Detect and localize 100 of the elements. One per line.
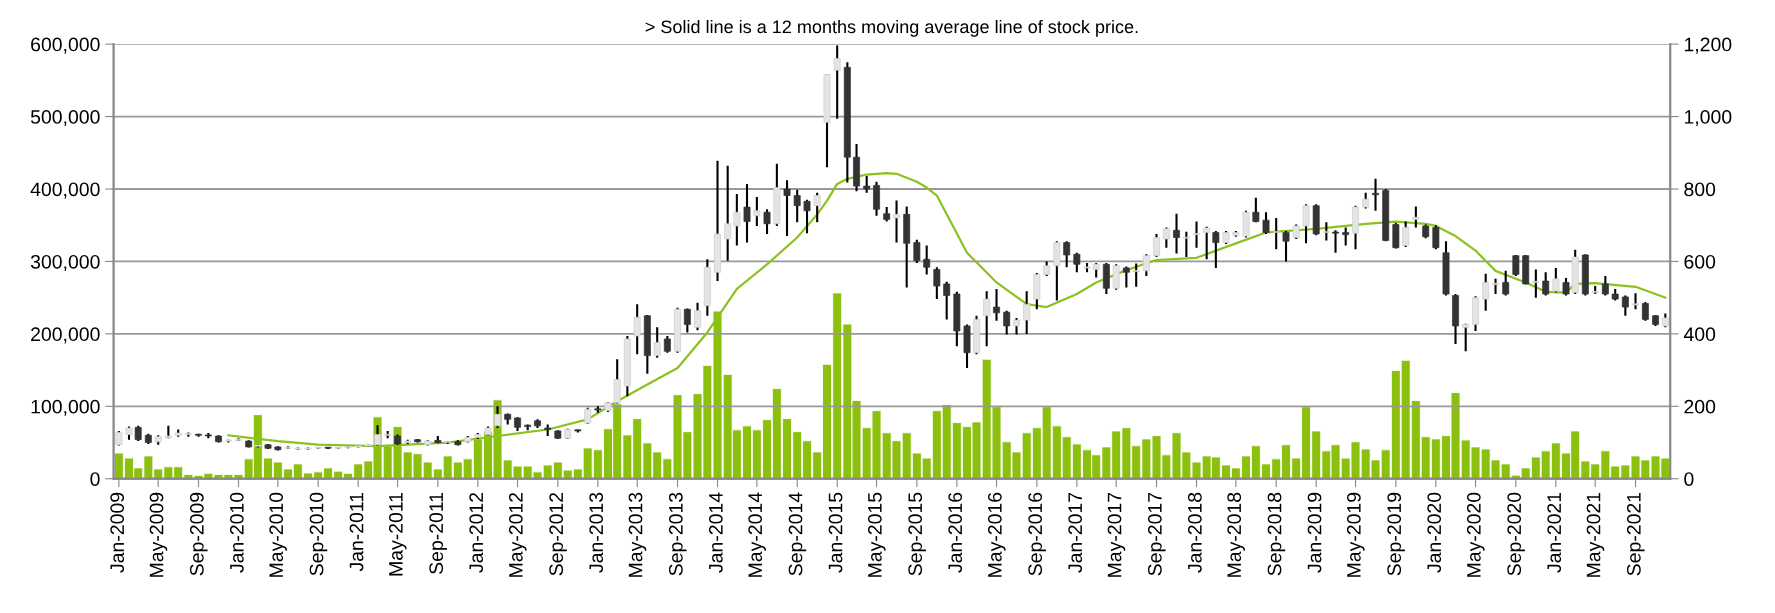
candlestick xyxy=(1193,220,1200,249)
candlestick xyxy=(1182,230,1190,259)
candlestick xyxy=(1142,253,1150,277)
x-tick-label: Jan-2010 xyxy=(229,492,244,573)
candlestick xyxy=(1112,263,1120,291)
x-tick-label: Jan-2019 xyxy=(1307,492,1322,573)
candlestick xyxy=(1322,221,1330,242)
candlestick xyxy=(1621,294,1629,317)
candlestick xyxy=(1641,300,1649,322)
y2-tick-label: 1,200 xyxy=(1684,37,1732,54)
y-tick-label: 100,000 xyxy=(31,399,100,416)
y-tick-label: 0 xyxy=(90,472,100,486)
x-tick-label: Jan-2021 xyxy=(1547,492,1562,573)
x-tick-label: Jan-2017 xyxy=(1068,492,1083,573)
x-tick-label: May-2018 xyxy=(1227,492,1245,577)
candlestick xyxy=(1462,322,1470,353)
candlestick xyxy=(694,301,701,332)
line-series xyxy=(227,171,1667,448)
x-tick-label: May-2021 xyxy=(1586,492,1605,577)
candlestick xyxy=(913,238,921,264)
candlestick xyxy=(753,195,761,227)
x-tick-label: Sep-2010 xyxy=(309,492,328,576)
x-tick-label: May-2010 xyxy=(269,492,287,577)
x-tick-label: Sep-2019 xyxy=(1387,492,1405,576)
x-tick-label: Sep-2018 xyxy=(1267,492,1286,576)
candlestick xyxy=(1402,220,1410,248)
x-tick-label: Sep-2009 xyxy=(189,492,208,576)
candlestick xyxy=(1242,209,1250,239)
candlestick xyxy=(943,280,951,321)
candlestick xyxy=(1332,229,1339,254)
x-tick-label: Jan-2014 xyxy=(708,492,723,573)
x-tick-label: May-2012 xyxy=(508,492,527,577)
x-tick-label: Jan-2013 xyxy=(589,492,604,573)
candlestick xyxy=(1502,269,1510,297)
candlestick xyxy=(1053,240,1061,302)
x-tick-label: Sep-2017 xyxy=(1147,492,1166,576)
candlestick xyxy=(633,303,641,356)
y-tick-label: 400,000 xyxy=(30,182,100,199)
x-tick-label: May-2019 xyxy=(1346,492,1365,577)
x-tick-label: May-2009 xyxy=(149,492,168,577)
candlestick xyxy=(1173,212,1180,255)
candlestick xyxy=(1073,251,1081,274)
x-tick-label: May-2013 xyxy=(628,492,647,577)
candlestick xyxy=(1153,232,1160,259)
y-tick-label: 200,000 xyxy=(31,327,100,344)
candlestick xyxy=(1262,211,1270,235)
x-tick-label: Sep-2015 xyxy=(908,492,926,576)
x-tick-label: May-2016 xyxy=(987,492,1006,577)
chart-title: > Solid line is a 12 months moving average line of stock price. xyxy=(645,19,1138,37)
candlestick xyxy=(1212,229,1220,269)
candlestick xyxy=(724,164,732,262)
x-tick-label: Jan-2016 xyxy=(948,492,963,573)
x-tick-label: Jan-2009 xyxy=(110,492,125,573)
candlestick xyxy=(1102,261,1110,296)
candlestick xyxy=(494,405,501,430)
candlestick xyxy=(1482,272,1490,312)
candlestick xyxy=(1272,216,1280,251)
y2-tick-label: 1,000 xyxy=(1684,110,1732,127)
candlestick xyxy=(793,188,801,224)
y2-tick-label: 800 xyxy=(1684,182,1716,197)
candlestick xyxy=(1492,277,1499,296)
x-tick-label: Sep-2014 xyxy=(788,492,807,576)
y2-tick-label: 600 xyxy=(1684,254,1716,269)
candlestick xyxy=(873,180,880,217)
x-tick-label: Sep-2016 xyxy=(1028,492,1046,576)
y-tick-label: 500,000 xyxy=(30,110,100,127)
x-tick-label: May-2011 xyxy=(388,492,407,576)
x-tick-label: Sep-2021 xyxy=(1626,492,1645,576)
candlestick xyxy=(1302,203,1310,245)
candlestick xyxy=(743,182,751,244)
x-tick-label: May-2015 xyxy=(867,492,886,577)
candlestick xyxy=(803,198,811,235)
candlestick xyxy=(1392,222,1400,250)
candlestick xyxy=(1132,262,1140,288)
x-tick-label: Jan-2018 xyxy=(1187,492,1202,573)
candlestick xyxy=(733,193,741,247)
candlestick xyxy=(1552,266,1560,294)
y2-tick-label: 400 xyxy=(1683,327,1716,342)
candlestick xyxy=(1632,292,1639,311)
candlestick xyxy=(653,326,661,359)
x-tick-label: Jan-2012 xyxy=(469,492,484,573)
candlestick xyxy=(993,287,1000,322)
candlestick xyxy=(1252,196,1260,224)
x-tick-label: May-2014 xyxy=(748,492,766,577)
candlestick xyxy=(1063,240,1071,269)
x-tick-label: Sep-2020 xyxy=(1507,492,1525,576)
candlestick xyxy=(1282,229,1290,263)
y2-tick-label: 200 xyxy=(1684,399,1716,414)
x-tick-label: Jan-2015 xyxy=(828,492,843,573)
candlestick xyxy=(1412,205,1420,229)
candlestick xyxy=(1342,226,1350,247)
candlestick xyxy=(813,191,821,224)
y2-tick-label: 0 xyxy=(1684,472,1694,486)
candlestick xyxy=(1532,268,1540,299)
x-tick-label: May-2020 xyxy=(1466,492,1485,577)
x-tick-label: Sep-2013 xyxy=(668,492,687,576)
candlestick xyxy=(1162,226,1170,249)
candlestick xyxy=(783,179,791,238)
candlestick xyxy=(833,44,841,120)
x-tick-label: Jan-2020 xyxy=(1427,492,1442,573)
